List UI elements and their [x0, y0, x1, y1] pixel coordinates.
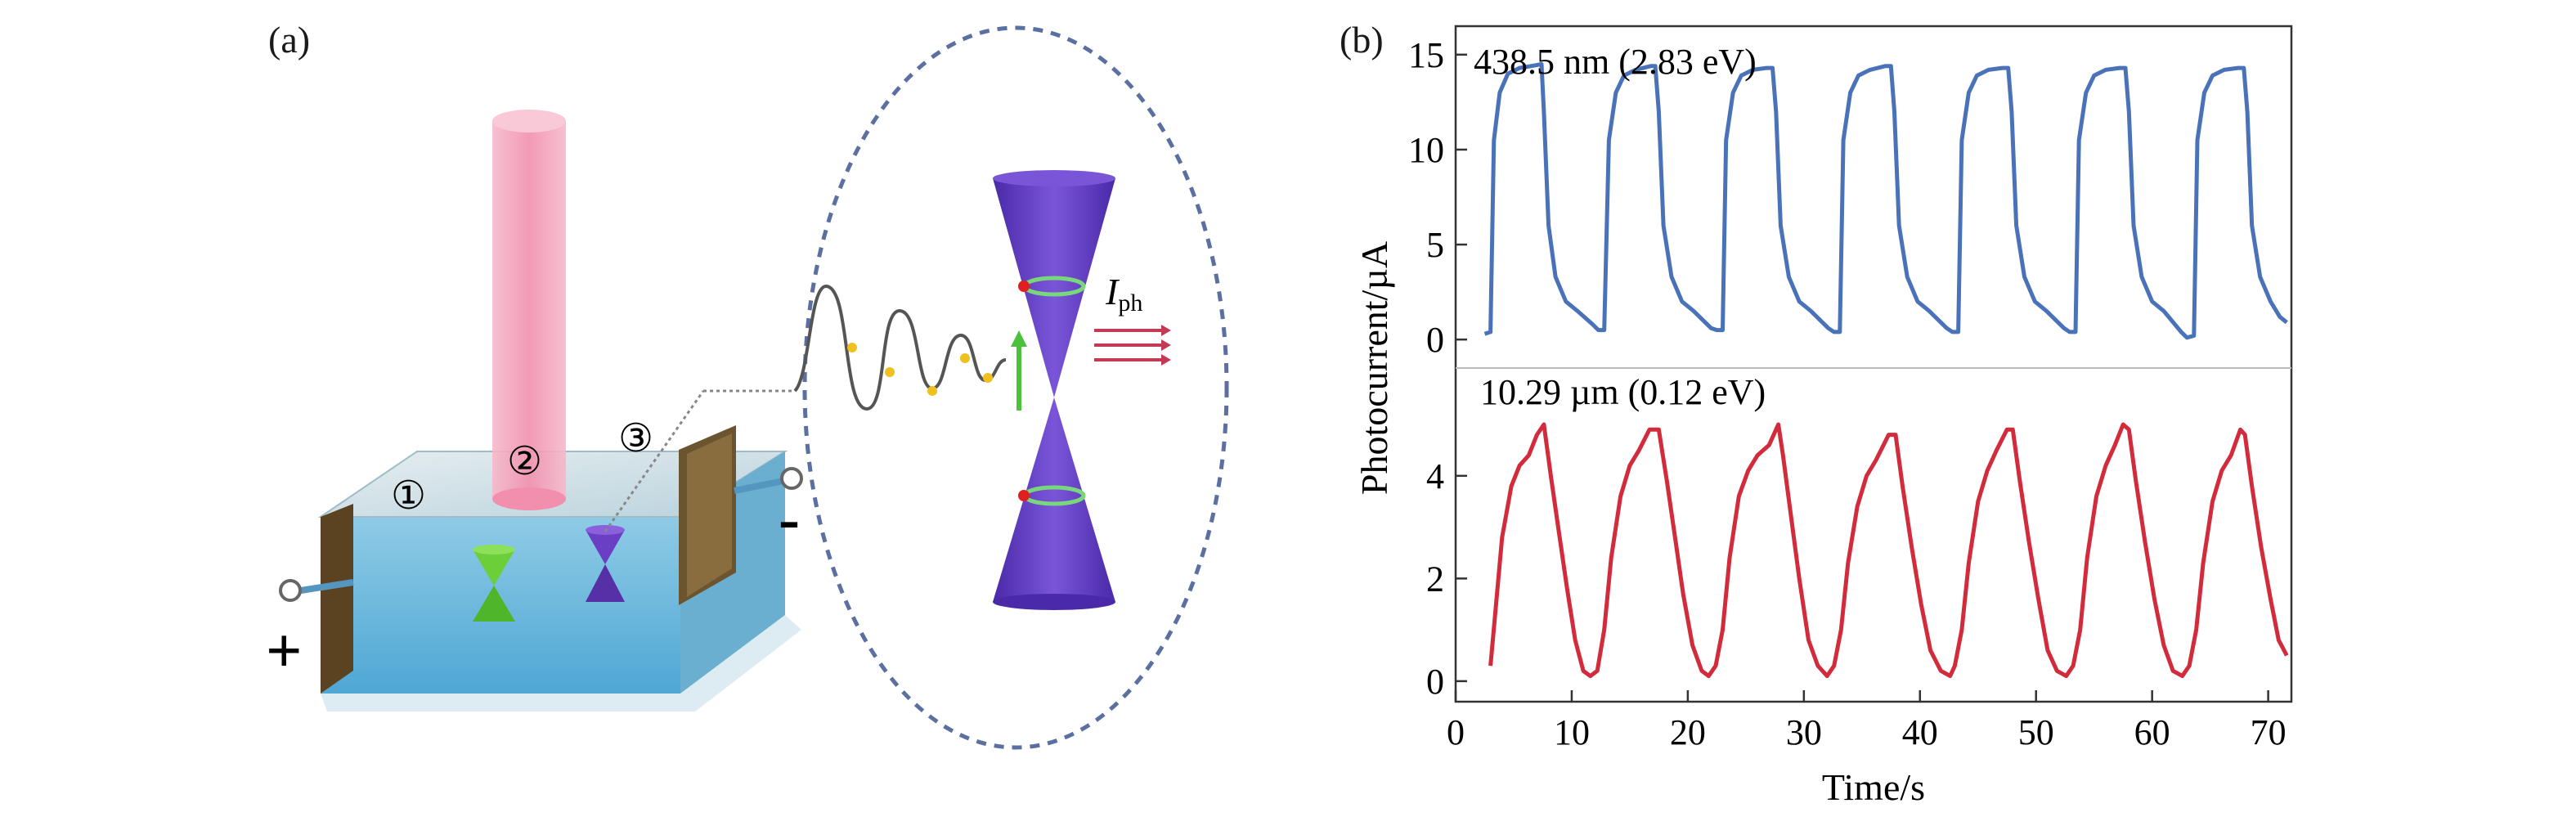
y-tick-label: 0 — [1426, 320, 1444, 360]
x-axis-ticks: 0 10 20 30 40 50 60 70 — [1447, 690, 2287, 752]
x-tick-label: 40 — [1902, 712, 1938, 752]
y-tick-label: 10 — [1408, 130, 1444, 170]
excited-electron — [1018, 281, 1030, 292]
y-tick-label: 15 — [1408, 35, 1444, 75]
right-terminal — [780, 467, 803, 490]
photon-dot — [885, 367, 895, 377]
photocurrent-label: Iph — [1105, 271, 1142, 316]
x-axis-label: Time/s — [1822, 766, 1925, 808]
plot-frame — [1454, 25, 2293, 703]
large-dirac-cone — [993, 170, 1115, 610]
x-tick-label: 20 — [1670, 712, 1706, 752]
trace-blue — [1483, 61, 2288, 340]
y-tick-label: 2 — [1426, 559, 1444, 599]
x-tick-label: 10 — [1554, 712, 1590, 752]
plus-sign: + — [266, 615, 302, 686]
x-tick-label: 60 — [2134, 712, 2170, 752]
x-tick-label: 50 — [2018, 712, 2054, 752]
left-electrode-plate — [321, 504, 353, 694]
y-tick-label: 0 — [1426, 662, 1444, 702]
zoom-ellipse — [802, 25, 1229, 750]
zoom-line-diagonal — [604, 390, 705, 532]
device-schematic: + - ① ② ③ — [266, 25, 1229, 750]
light-beam — [492, 110, 566, 510]
bottom-annotation: 10.29 µm (0.12 eV) — [1480, 372, 1766, 412]
top-annotation: 438.5 nm (2.83 eV) — [1474, 42, 1757, 82]
region-marker-1: ① — [391, 474, 426, 518]
right-wire — [734, 478, 784, 494]
photocurrent-arrows — [1094, 325, 1171, 366]
minus-sign: - — [779, 483, 800, 554]
excitation-arrowhead — [1011, 330, 1027, 347]
photon-dot — [847, 343, 857, 352]
hole — [1018, 490, 1030, 501]
panel-a-label: (a) — [268, 19, 311, 61]
photon-dot — [927, 386, 937, 396]
y-tick-label: 5 — [1426, 225, 1444, 265]
electromagnetic-wave — [793, 284, 1007, 411]
left-terminal — [279, 579, 302, 602]
left-wire — [300, 579, 354, 594]
x-tick-label: 70 — [2251, 712, 2287, 752]
region-marker-3: ③ — [618, 417, 653, 460]
x-tick-label: 0 — [1447, 712, 1465, 752]
y-axis-ticks-bottom: 0 2 4 — [1426, 456, 1467, 702]
purple-dirac-cone — [586, 525, 625, 602]
trace-red — [1488, 422, 2289, 679]
y-tick-label: 4 — [1426, 456, 1444, 496]
photon-dot — [960, 353, 970, 363]
photocurrent-chart: 0 10 20 30 40 50 60 70 0 5 10 15 0 2 4 438.5 nm (2.8… — [1358, 25, 2293, 808]
green-dirac-cone — [473, 545, 515, 622]
x-tick-label: 30 — [1786, 712, 1822, 752]
region-marker-2: ② — [507, 440, 542, 483]
y-axis-ticks-top: 0 5 10 15 — [1408, 35, 1467, 360]
panel-b-label: (b) — [1340, 19, 1384, 61]
y-axis-label: Photocurrent/µA — [1358, 241, 1395, 495]
photon-dot — [983, 373, 993, 383]
